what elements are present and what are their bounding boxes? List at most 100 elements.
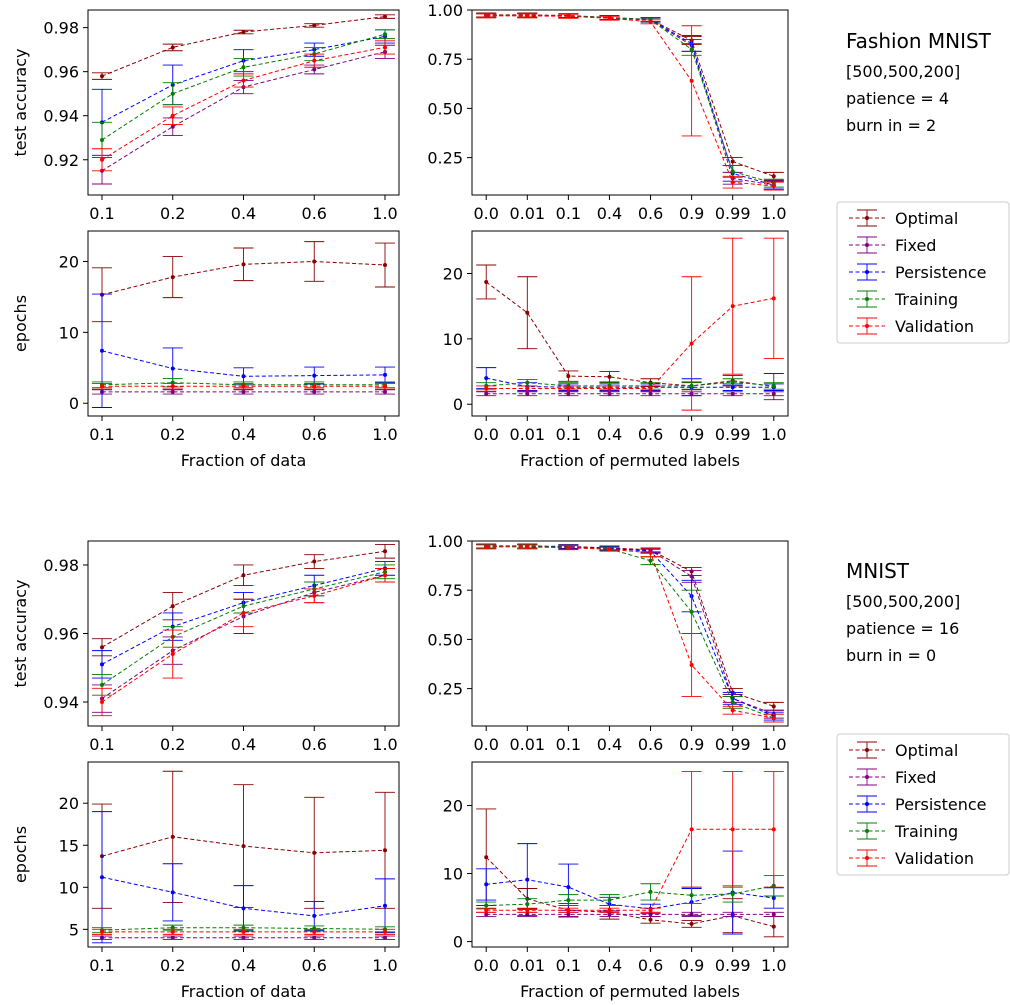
legend-label: Optimal (895, 209, 958, 228)
data-point (241, 384, 246, 389)
x-tick-label: 0.4 (231, 425, 256, 444)
plot-frame (471, 540, 789, 727)
x-tick-label: 1.0 (761, 956, 786, 975)
y-tick-label: 10 (59, 878, 79, 897)
architecture-label: [500,500,200] (846, 62, 960, 81)
series-line (486, 381, 774, 387)
data-point (771, 704, 776, 709)
data-point (170, 91, 175, 96)
legend-marker (865, 297, 869, 301)
data-point (566, 545, 571, 550)
y-tick-label: 0.94 (43, 107, 79, 126)
burn-in-label: burn in = 0 (846, 646, 936, 665)
data-point (648, 917, 653, 922)
data-point (525, 902, 530, 907)
data-point (99, 929, 104, 934)
data-point (383, 929, 388, 934)
series-fixed (91, 935, 396, 940)
x-tick-label: 0.99 (715, 204, 751, 223)
data-point (312, 259, 317, 264)
legend: Optimal Fixed Persistence Training Validatio… (836, 201, 1010, 344)
legend-item-optimal: Optimal (849, 741, 958, 760)
data-point (771, 391, 776, 396)
data-point (730, 159, 735, 164)
data-point (241, 929, 246, 934)
data-point (383, 32, 388, 37)
patience-label: patience = 16 (846, 619, 959, 638)
series-validation (91, 40, 396, 172)
series-line (485, 856, 774, 928)
y-tick-label: 0.96 (43, 63, 79, 82)
data-point (312, 384, 317, 389)
series-line (486, 879, 774, 910)
data-point (312, 559, 317, 564)
legend-marker (865, 856, 869, 860)
data-point (566, 14, 571, 19)
y-axis-label: test accuracy (11, 49, 30, 157)
data-point (525, 544, 530, 549)
data-point (689, 609, 694, 614)
data-point (383, 14, 388, 19)
x-tick-label: 0.0 (473, 956, 498, 975)
legend-item-persistence: Persistence (849, 795, 987, 814)
x-tick-label: 0.1 (89, 956, 114, 975)
y-tick-label: 0.75 (427, 581, 463, 600)
data-point (771, 296, 776, 301)
data-point (566, 386, 571, 391)
legend-marker (865, 802, 869, 806)
y-tick-label: 20 (443, 797, 463, 816)
data-point (99, 74, 104, 79)
series-optimal (91, 241, 396, 323)
x-tick-label: 0.9 (679, 956, 704, 975)
data-point (170, 929, 175, 934)
series-line (486, 828, 774, 911)
x-tick-label: 0.99 (715, 425, 751, 444)
x-axis-label: Fraction of permuted labels (520, 451, 740, 470)
data-point (241, 65, 246, 70)
data-point (730, 708, 735, 713)
data-point (170, 113, 175, 118)
data-point (170, 124, 175, 129)
plot-frame (471, 230, 789, 417)
data-point (312, 389, 317, 394)
legend-label: Fixed (895, 236, 936, 255)
series-optimal (476, 808, 784, 938)
data-point (383, 372, 388, 377)
data-point (771, 827, 776, 832)
legend-label: Persistence (895, 795, 987, 814)
legend-item-fixed: Fixed (849, 768, 936, 787)
data-point (99, 348, 104, 353)
legend-label: Validation (895, 849, 974, 868)
data-point (730, 891, 735, 896)
data-point (730, 180, 735, 185)
data-point (484, 912, 489, 917)
x-tick-label: 0.0 (473, 204, 498, 223)
data-point (99, 875, 104, 880)
series-line (486, 546, 774, 717)
series-line (486, 297, 774, 389)
series-fixed (476, 391, 784, 397)
data-point (170, 604, 175, 609)
data-point (607, 16, 612, 21)
data-point (241, 925, 246, 930)
x-tick-label: 0.2 (160, 735, 185, 754)
series-fixed (476, 544, 784, 719)
data-point (312, 850, 317, 855)
data-point (730, 827, 735, 832)
chart-panel-mnist-test-accuracy-vs-permuted-labels: 0.0 0.01 0.1 0.4 0.6 0.9 0.99 1.0 0.25 0.50 0.75 1.… (427, 532, 789, 754)
series-optimal (476, 12, 784, 181)
x-tick-label: 0.4 (231, 735, 256, 754)
legend-frame (836, 201, 1010, 344)
data-point (241, 30, 246, 35)
data-point (525, 391, 530, 396)
y-tick-label: 0.96 (43, 625, 79, 644)
data-point (525, 380, 530, 385)
legend-item-optimal: Optimal (849, 209, 958, 228)
y-tick-label: 20 (443, 264, 463, 283)
x-tick-label: 1.0 (372, 735, 397, 754)
data-point (730, 380, 735, 385)
x-tick-label: 0.6 (638, 956, 663, 975)
data-point (170, 935, 175, 940)
data-point (383, 45, 388, 50)
data-point (607, 912, 612, 917)
